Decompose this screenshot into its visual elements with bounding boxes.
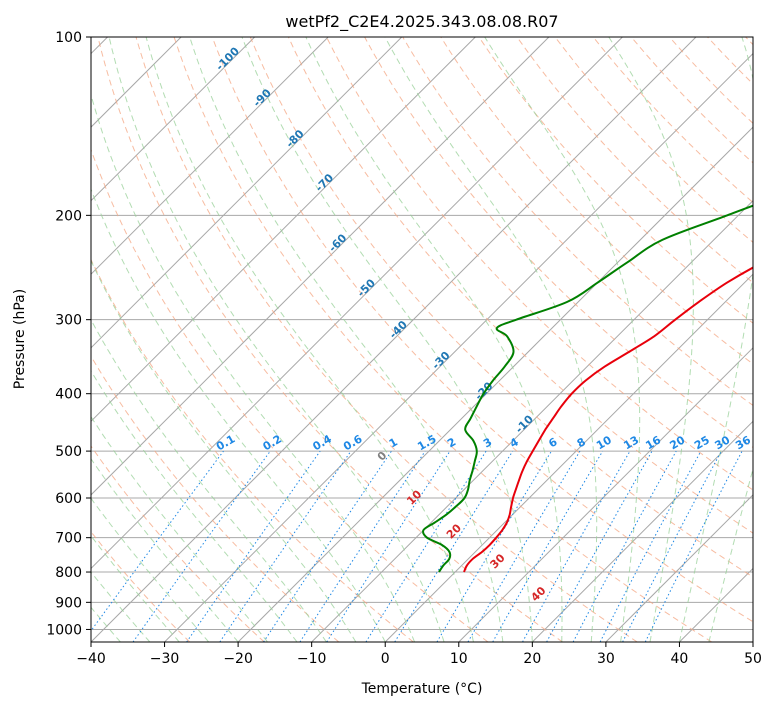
y-tick-label: 300	[55, 313, 82, 329]
plot-frame	[90, 36, 754, 643]
dry-adiabat-line	[91, 258, 414, 642]
moist-adiabat-line	[91, 93, 416, 642]
isotherm-line	[458, 347, 753, 642]
temperature-profile-line	[463, 266, 753, 573]
moist-adiabat-line	[91, 318, 327, 642]
y-tick-label: 600	[55, 491, 82, 507]
dry-adiabat-line	[630, 37, 753, 164]
mixing-ratio-line	[467, 450, 581, 642]
moist-adiabat-line	[145, 37, 474, 642]
x-tick-label: −30	[150, 651, 180, 667]
isotherm-line	[605, 494, 753, 642]
moist-adiabat-line	[241, 37, 533, 642]
moist-adiabat-line	[91, 457, 239, 642]
dry-adiabat-line	[402, 37, 753, 407]
x-tick-label: 0	[381, 651, 390, 667]
y-tick-label: 800	[55, 565, 82, 581]
moist-adiabat-line	[91, 497, 210, 642]
y-tick-label: 400	[55, 387, 82, 403]
isotherm-line	[91, 37, 329, 275]
x-tick-label: 50	[744, 651, 762, 667]
moist-adiabat-line	[678, 37, 753, 642]
x-tick-label: 20	[523, 651, 541, 667]
dry-adiabat-line	[135, 37, 638, 642]
mixing-ratio-line	[546, 450, 653, 642]
isotherm-line	[91, 37, 550, 496]
x-tick-label: 10	[450, 651, 468, 667]
moist-adiabat-line	[108, 37, 445, 642]
y-tick-label: 100	[55, 30, 82, 46]
axis-ticks: −40 −30 −20 −10 0 10 20 30 40 50 1000 900 800 700 600 5…	[46, 30, 762, 667]
moist-adiabat-line	[91, 259, 357, 642]
dry-adiabat-line	[173, 37, 713, 642]
x-tick-label: −40	[76, 651, 106, 667]
mixing-ratio-line	[219, 450, 352, 642]
isotherm-line	[384, 273, 753, 642]
mixing-ratio-line	[326, 450, 451, 642]
moist-adiabat-line	[189, 37, 504, 642]
x-tick-label: −10	[297, 651, 327, 667]
mixing-ratio-line	[365, 450, 487, 642]
mixing-ratio-line	[436, 450, 552, 642]
moist-adiabat-line	[305, 37, 563, 642]
dry-adiabat-line	[211, 37, 753, 623]
mixing-ratio-line	[394, 450, 514, 642]
moist-adiabat-line	[608, 37, 694, 642]
isotherm-line	[91, 37, 403, 349]
y-tick-label: 900	[55, 595, 82, 611]
moist-adiabat-line	[91, 369, 298, 642]
x-tick-label: −20	[223, 651, 253, 667]
mixing-ratio-line	[522, 450, 631, 642]
x-tick-label: 40	[671, 651, 689, 667]
isotherm-line	[237, 126, 753, 642]
dry-adiabat-line	[91, 445, 265, 642]
plot-area	[91, 37, 753, 642]
isotherm-line	[91, 37, 256, 202]
mixing-ratio-line	[186, 450, 321, 642]
moist-adiabat-line	[91, 415, 268, 642]
moist-adiabat-line	[91, 535, 180, 642]
isotherm-line	[164, 52, 753, 642]
profiles	[422, 204, 753, 573]
mixing-ratio-line	[132, 450, 271, 642]
isotherm-line	[531, 420, 753, 642]
background-lines	[91, 37, 753, 642]
y-tick-label: 500	[55, 444, 82, 460]
moist-adiabat-line	[484, 37, 641, 642]
y-axis-label: Pressure (hPa)	[12, 289, 28, 389]
x-axis-label: Temperature (°C)	[361, 681, 483, 697]
y-tick-label: 200	[55, 208, 82, 224]
chart-title: wetPf2_C2E4.2025.343.08.08.R07	[285, 12, 558, 32]
dry-adiabat-line	[287, 37, 753, 534]
isotherm-line	[91, 37, 623, 570]
x-tick-label: 30	[597, 651, 615, 667]
isotherm-line	[91, 37, 697, 642]
moist-adiabat-line	[708, 467, 753, 642]
moist-adiabat-line	[384, 37, 598, 642]
dewpoint-profile-line	[422, 204, 753, 573]
dry-adiabat-line	[249, 37, 753, 578]
mixing-ratio-line	[492, 450, 604, 642]
moist-adiabat-line	[91, 188, 386, 642]
dry-adiabat-line	[326, 37, 753, 491]
dry-adiabat-line	[592, 37, 753, 204]
dry-adiabat-line	[364, 37, 753, 449]
isotherm-line	[91, 37, 476, 423]
mixing-ratio-line	[572, 450, 677, 642]
y-tick-label: 1000	[46, 622, 82, 638]
dry-adiabat-line	[478, 37, 753, 324]
y-tick-label: 700	[55, 531, 82, 547]
